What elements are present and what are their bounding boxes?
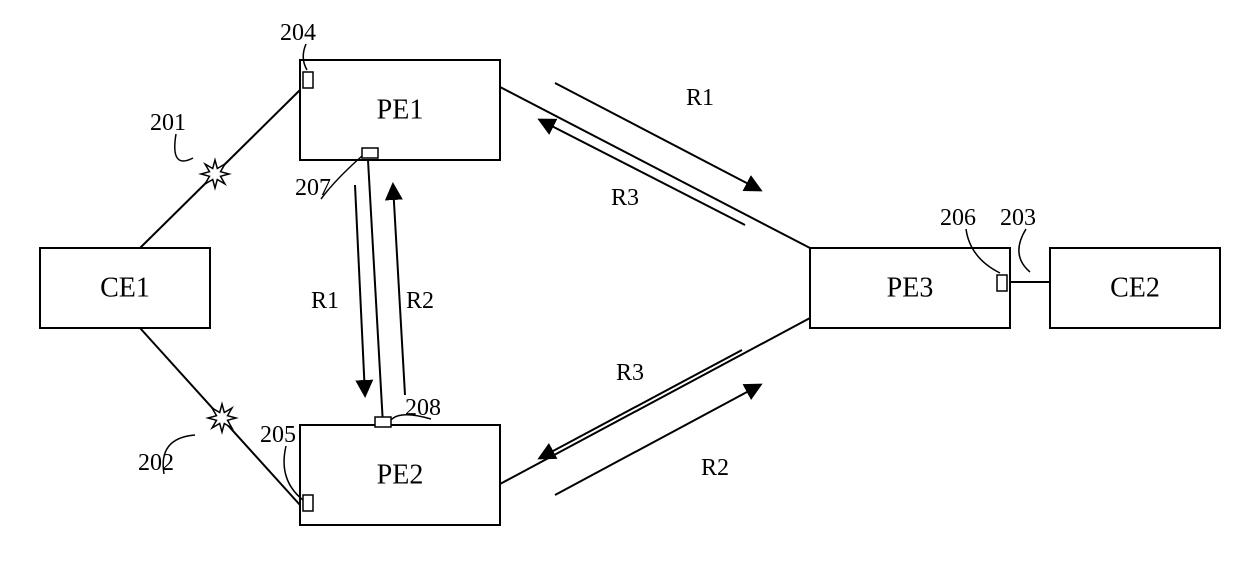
route-arrow-4 <box>355 185 365 395</box>
route-label-1: R3 <box>611 185 639 211</box>
node-label-ce2: CE2 <box>1110 273 1160 304</box>
callout-leader-203 <box>1019 229 1030 272</box>
route-label-2: R2 <box>701 455 729 481</box>
route-label-5: R2 <box>406 288 434 314</box>
route-arrow-0 <box>555 83 760 190</box>
callout-text-201: 201 <box>150 110 186 136</box>
port-207 <box>362 148 378 158</box>
fault-star-202 <box>208 404 236 432</box>
node-label-pe2: PE2 <box>377 460 424 491</box>
route-arrow-5 <box>393 185 405 395</box>
port-204 <box>303 72 313 88</box>
callout-text-202: 202 <box>138 450 174 476</box>
route-label-3: R3 <box>616 360 644 386</box>
callout-text-206: 206 <box>940 205 976 231</box>
callout-text-203: 203 <box>1000 205 1036 231</box>
edge-pe2-pe3 <box>500 318 810 484</box>
route-arrow-1 <box>540 120 745 225</box>
route-label-4: R1 <box>311 288 339 314</box>
edge-pe1-pe2 <box>368 160 383 425</box>
route-label-0: R1 <box>686 85 714 111</box>
route-arrow-2 <box>555 385 760 495</box>
callout-text-207: 207 <box>295 175 331 201</box>
callout-text-204: 204 <box>280 20 316 46</box>
callout-text-205: 205 <box>260 422 296 448</box>
node-label-pe1: PE1 <box>377 95 424 126</box>
callout-leader-201 <box>175 134 193 161</box>
node-label-ce1: CE1 <box>100 273 150 304</box>
port-205 <box>303 495 313 511</box>
node-label-pe3: PE3 <box>887 273 934 304</box>
port-206 <box>997 275 1007 291</box>
edge-pe1-pe3 <box>500 87 810 248</box>
fault-star-201 <box>201 160 229 188</box>
port-208 <box>375 417 391 427</box>
